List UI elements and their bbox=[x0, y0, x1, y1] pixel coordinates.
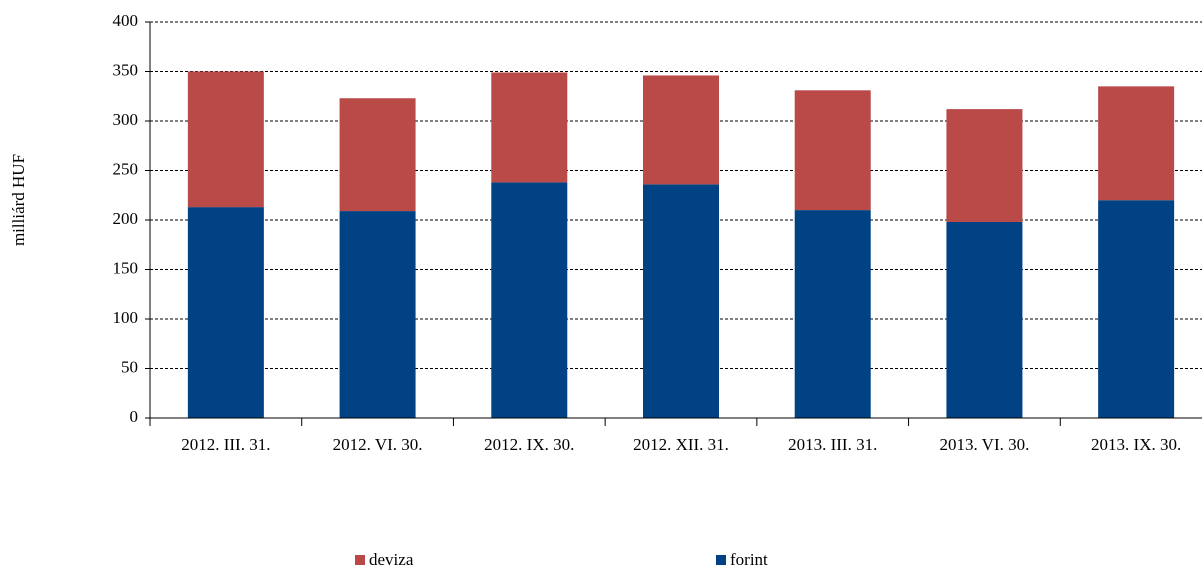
y-tick-label: 100 bbox=[113, 308, 139, 327]
bar-segment bbox=[491, 72, 568, 183]
legend-label: deviza bbox=[369, 550, 414, 569]
legend-label: forint bbox=[730, 550, 768, 569]
x-tick-label: 2013. III. 31. bbox=[788, 435, 877, 454]
y-tick-label: 0 bbox=[130, 407, 139, 426]
x-tick-label: 2012. VI. 30. bbox=[333, 435, 423, 454]
bar-segment bbox=[643, 184, 719, 418]
bar-segment bbox=[1098, 200, 1175, 418]
bar-segment bbox=[187, 207, 264, 418]
y-tick-label: 300 bbox=[113, 110, 139, 129]
bar-segment bbox=[339, 211, 416, 418]
y-tick-label: 400 bbox=[113, 11, 139, 30]
legend-swatch bbox=[355, 555, 365, 565]
x-tick-label: 2013. VI. 30. bbox=[939, 435, 1029, 454]
bar-segment bbox=[491, 182, 568, 418]
bar-segment bbox=[643, 75, 719, 185]
x-tick-label: 2013. IX. 30. bbox=[1091, 435, 1181, 454]
legend-swatch bbox=[716, 555, 726, 565]
y-tick-label: 350 bbox=[113, 60, 139, 79]
bar-segment bbox=[187, 71, 264, 208]
x-tick-label: 2012. III. 31. bbox=[181, 435, 270, 454]
y-axis-label: milliárd HUF bbox=[9, 154, 28, 246]
y-tick-label: 50 bbox=[121, 357, 138, 376]
y-tick-label: 150 bbox=[113, 258, 139, 277]
x-tick-label: 2012. XII. 31. bbox=[633, 435, 729, 454]
x-tick-label: 2012. IX. 30. bbox=[484, 435, 574, 454]
bar-segment bbox=[946, 221, 1023, 418]
y-tick-label: 250 bbox=[113, 159, 139, 178]
bar-segment bbox=[1098, 86, 1175, 201]
bar-segment bbox=[794, 210, 871, 418]
bar-segment bbox=[339, 98, 416, 212]
bar-segment bbox=[946, 109, 1023, 222]
bar-segment bbox=[794, 90, 871, 211]
y-tick-label: 200 bbox=[113, 209, 139, 228]
